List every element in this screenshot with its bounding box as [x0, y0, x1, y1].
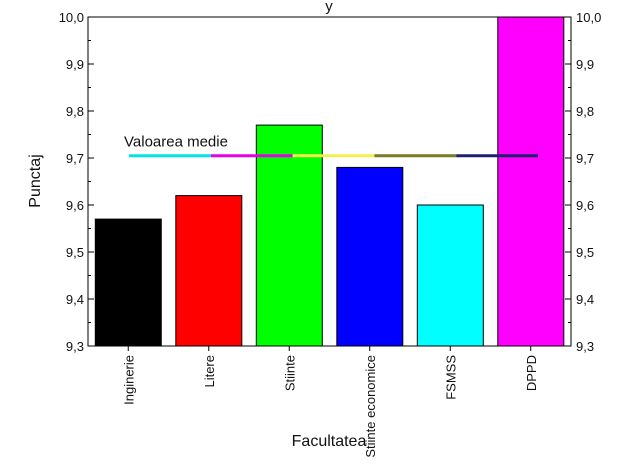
y-tick-label-left: 9,8	[66, 104, 84, 119]
y-tick-label-right: 9,4	[576, 292, 594, 307]
y-tick-label-right: 9,3	[576, 339, 594, 354]
y-tick-label-left: 10,0	[59, 10, 84, 25]
y-tick-label-right: 9,5	[576, 245, 594, 260]
y-axis-label: Punctaj	[27, 154, 44, 207]
y-tick-label-left: 9,6	[66, 198, 84, 213]
y-tick-label-left: 9,9	[66, 57, 84, 72]
y-tick-label-left: 9,7	[66, 151, 84, 166]
bar-litere	[175, 195, 243, 347]
bar-stiinte	[255, 124, 323, 347]
x-tick-label: Stiinte economice	[363, 355, 378, 458]
chart-title-fragment: y	[325, 0, 333, 15]
y-tick-label-right: 10,0	[576, 10, 601, 25]
bar-stiinte-economice	[336, 166, 404, 347]
y-tick-label-right: 9,6	[576, 198, 594, 213]
bar-dppd	[497, 16, 565, 347]
y-tick-label-right: 9,8	[576, 104, 594, 119]
y-tick-label-left: 9,4	[66, 292, 84, 307]
x-tick-label: DPPD	[524, 355, 539, 391]
x-axis-label: Facultatea	[292, 433, 367, 450]
y-tick-label-right: 9,7	[576, 151, 594, 166]
mean-line-label: Valoarea medie	[124, 134, 228, 151]
x-tick-label: Inginerie	[121, 355, 136, 405]
y-tick-label-left: 9,3	[66, 339, 84, 354]
x-tick-label: Litere	[202, 355, 217, 388]
x-tick-label: FSMSS	[443, 355, 458, 400]
y-tick-label-right: 9,9	[576, 57, 594, 72]
plot-area: Valoarea medie 9,3 9,3 9,4 9,4 9,5 9,5 9,6 9,6 9,…	[59, 10, 602, 458]
bar-inginerie	[94, 218, 162, 347]
y-tick-label-left: 9,5	[66, 245, 84, 260]
x-tick-label: Stiinte	[282, 355, 297, 391]
bar-fsmss	[416, 204, 484, 347]
